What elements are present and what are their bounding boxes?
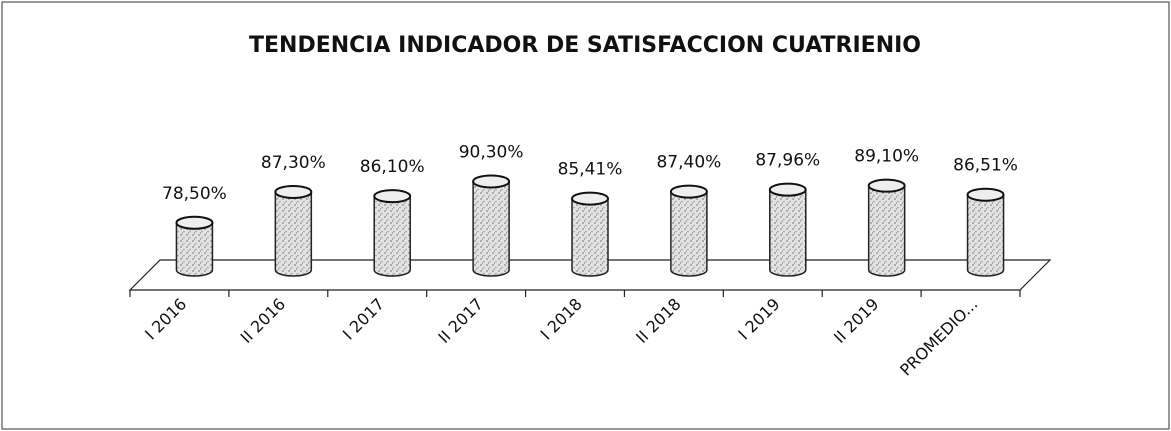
- bar-cap: [472, 174, 511, 189]
- value-label: 89,10%: [854, 147, 919, 167]
- bar: [966, 187, 1005, 277]
- value-label: 85,41%: [558, 160, 623, 180]
- value-label: 78,50%: [162, 184, 227, 204]
- x-tick-label: I 2018: [537, 294, 586, 343]
- bar-body: [571, 197, 609, 277]
- x-tick-label: I 2019: [734, 294, 783, 343]
- chart-title: TENDENCIA INDICADOR DE SATISFACCION CUAT…: [249, 33, 921, 58]
- bar-body: [274, 191, 313, 277]
- bar-cap: [571, 191, 609, 206]
- bar: [373, 189, 412, 277]
- bar: [175, 215, 214, 277]
- bar-cap: [175, 215, 214, 230]
- bar: [669, 184, 708, 277]
- x-tick-label: II 2017: [434, 294, 487, 347]
- x-tick-label: PROMEDIO...: [896, 294, 981, 379]
- bar: [768, 182, 807, 277]
- bar-cap: [669, 184, 708, 199]
- bar-cap: [768, 182, 807, 197]
- x-tick-label: II 2019: [830, 294, 883, 347]
- bar: [867, 178, 906, 277]
- x-tick-label: II 2016: [237, 294, 290, 347]
- value-label: 87,96%: [755, 151, 820, 171]
- bar-cap: [373, 189, 412, 204]
- value-label: 87,30%: [261, 153, 326, 173]
- bar-body: [867, 184, 906, 277]
- value-label: 90,30%: [459, 142, 524, 162]
- bar-body: [966, 193, 1005, 277]
- x-tick-label: II 2018: [632, 294, 685, 347]
- value-label: 86,51%: [953, 156, 1018, 176]
- x-tick-label: I 2017: [339, 294, 388, 343]
- bar: [274, 184, 313, 277]
- value-label: 86,10%: [360, 157, 425, 177]
- bar-cap: [966, 187, 1005, 202]
- bar: [472, 174, 511, 277]
- bar-body: [769, 188, 807, 277]
- bar: [571, 191, 609, 277]
- bar-cap: [867, 178, 906, 193]
- bar-body: [373, 195, 411, 277]
- value-label: 87,40%: [656, 153, 721, 173]
- bar-body: [472, 180, 510, 277]
- bar-cap: [274, 184, 313, 199]
- bar-body: [175, 222, 214, 277]
- bar-body: [670, 190, 708, 277]
- x-tick-label: I 2016: [141, 294, 190, 343]
